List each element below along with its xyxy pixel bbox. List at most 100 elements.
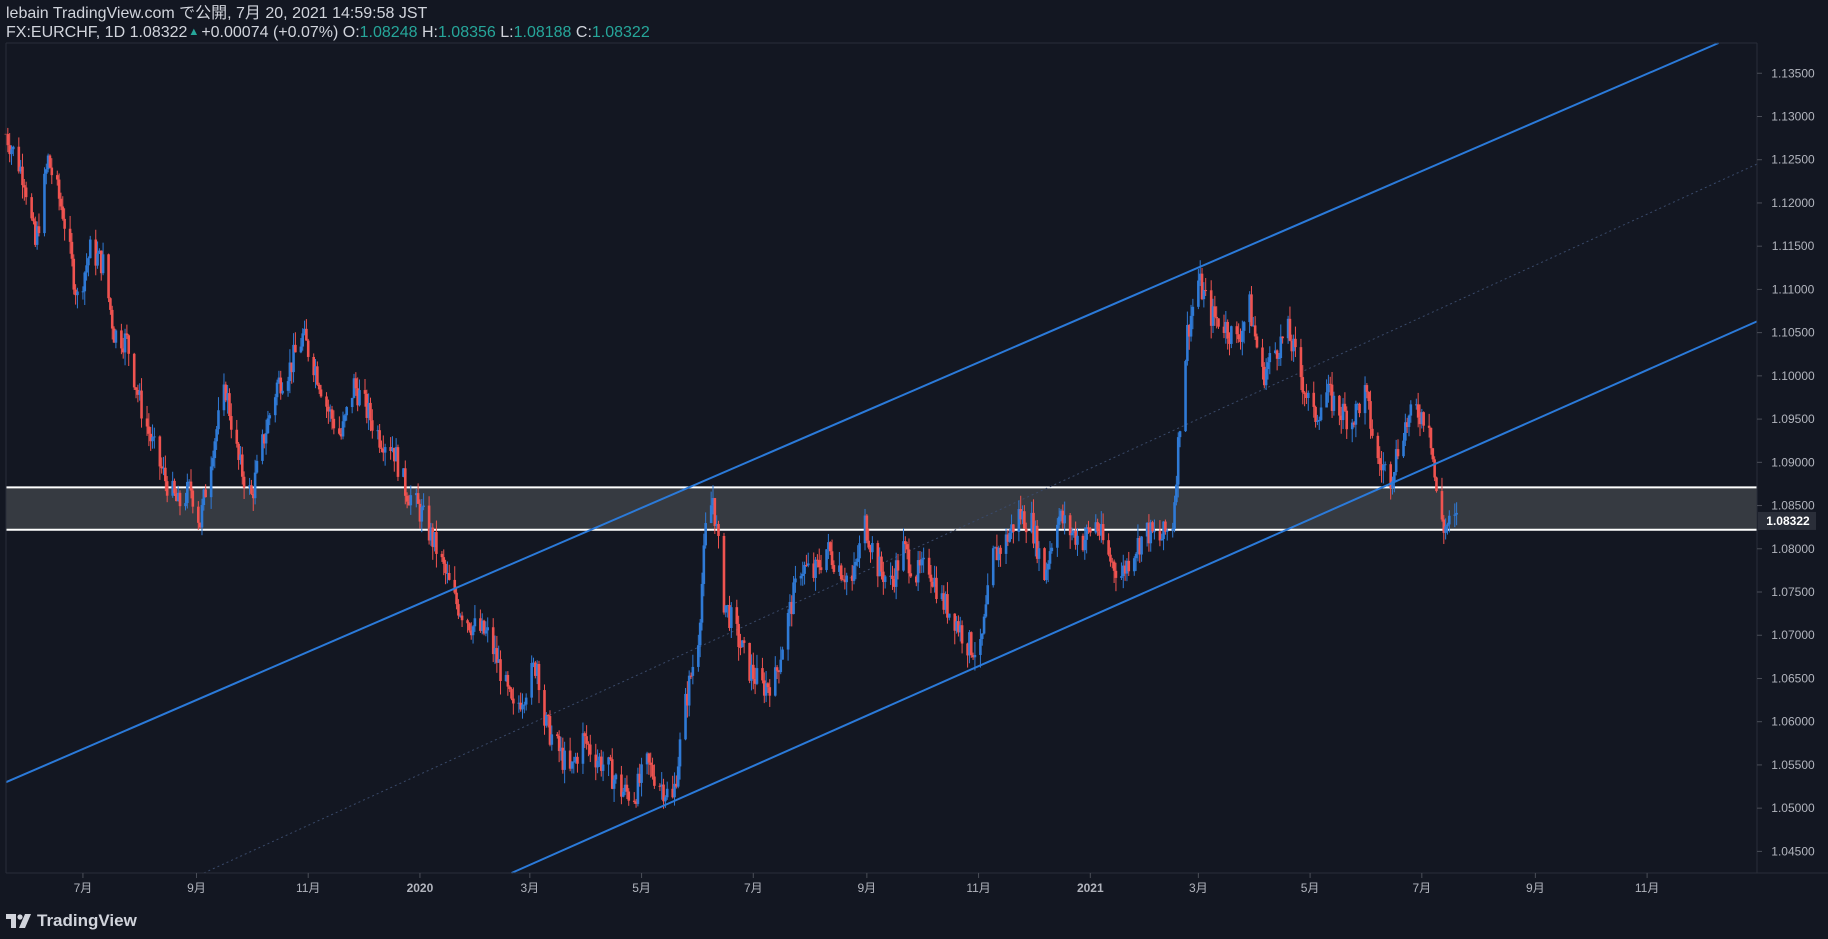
up-triangle-icon: ▲ bbox=[188, 26, 200, 38]
candle-body bbox=[171, 480, 174, 496]
candle-body bbox=[1094, 522, 1098, 533]
candle-body bbox=[356, 388, 359, 406]
candle-body bbox=[468, 623, 471, 631]
candle-body bbox=[1186, 324, 1189, 362]
candle-body bbox=[1343, 403, 1347, 411]
candle-body bbox=[779, 659, 783, 673]
candle-body bbox=[458, 615, 462, 617]
candle-body bbox=[497, 659, 500, 663]
support-zone[interactable] bbox=[6, 486, 1757, 531]
candle-body bbox=[869, 547, 872, 553]
candle-body bbox=[1112, 561, 1116, 571]
candle-body bbox=[1389, 464, 1392, 489]
candle-body bbox=[799, 575, 803, 579]
candle-body bbox=[1134, 553, 1138, 559]
candle-body bbox=[1019, 509, 1023, 520]
candle-body bbox=[134, 387, 138, 390]
candle-body bbox=[453, 579, 457, 593]
candle-body bbox=[563, 750, 566, 770]
candle-body bbox=[107, 254, 110, 299]
time-axis[interactable]: 7月 9月 11月 2020 3月 5月 7月 9月 11月 2021 3月 5月 7月 9月 11月 bbox=[74, 873, 1660, 895]
candle-body bbox=[907, 549, 911, 574]
last-price-marker: 1.08322 bbox=[1758, 511, 1816, 530]
candle-body bbox=[1255, 336, 1259, 348]
price-tick-label: 1.09000 bbox=[1771, 455, 1815, 469]
candle-body bbox=[392, 447, 396, 462]
candle-body bbox=[292, 344, 295, 373]
candle-body bbox=[982, 616, 986, 634]
candle-body bbox=[1305, 394, 1308, 399]
candle-body bbox=[1382, 464, 1385, 471]
candle-body bbox=[1253, 325, 1257, 337]
candle-body bbox=[534, 662, 537, 676]
candle-body bbox=[751, 664, 755, 679]
candle-body bbox=[1074, 530, 1077, 545]
candle-body bbox=[942, 593, 946, 610]
candle-body bbox=[634, 801, 638, 804]
candle-body bbox=[896, 560, 900, 571]
candle-body bbox=[675, 783, 678, 787]
candle-body bbox=[788, 601, 792, 614]
tradingview-brand[interactable]: TradingView bbox=[6, 911, 137, 931]
price-tick-label: 1.12000 bbox=[1771, 196, 1815, 210]
candle-body bbox=[431, 527, 435, 548]
candle-body bbox=[43, 173, 46, 234]
candle-body bbox=[1299, 347, 1303, 378]
trend-channel[interactable] bbox=[5, 42, 1758, 874]
candle-body bbox=[532, 662, 535, 664]
candle-body bbox=[403, 468, 407, 496]
candle-body bbox=[623, 784, 627, 792]
last-price-label: 1.08322 bbox=[1766, 514, 1810, 528]
open-label: O: bbox=[342, 24, 360, 41]
candle-body bbox=[816, 559, 819, 561]
candle-body bbox=[1416, 404, 1420, 418]
candle-body bbox=[1261, 347, 1264, 367]
candle-body bbox=[277, 377, 281, 383]
candle-body bbox=[101, 254, 105, 274]
candle-body bbox=[1427, 425, 1431, 428]
candle-body bbox=[1266, 362, 1270, 370]
candle-body bbox=[728, 605, 731, 629]
candle-body bbox=[175, 493, 178, 502]
candle-body bbox=[792, 582, 795, 615]
candle-body bbox=[1121, 565, 1125, 577]
candle-body bbox=[140, 390, 143, 419]
candle-body bbox=[376, 430, 380, 432]
candle-body bbox=[57, 179, 61, 199]
candle-body bbox=[394, 447, 398, 462]
candle-body bbox=[1032, 512, 1035, 544]
candle-body bbox=[995, 547, 999, 561]
candle-body bbox=[737, 623, 740, 648]
candle-body bbox=[173, 480, 176, 494]
candle-body bbox=[867, 540, 870, 548]
candle-body bbox=[762, 680, 766, 696]
tradingview-logo-icon bbox=[6, 914, 31, 928]
candle-body bbox=[76, 291, 79, 296]
candle-body bbox=[123, 333, 127, 353]
candle-body bbox=[391, 447, 394, 451]
candle-body bbox=[1165, 530, 1169, 532]
candle-body bbox=[1327, 383, 1330, 393]
candle-body bbox=[1407, 415, 1411, 427]
price-axis[interactable]: 1.13500 1.13000 1.12500 1.12000 1.11500 1.110… bbox=[1757, 66, 1815, 858]
price-tick-label: 1.05000 bbox=[1771, 801, 1815, 815]
candle-body bbox=[10, 149, 13, 155]
candle-body bbox=[1059, 510, 1063, 517]
symbol-label[interactable]: FX:EURCHF, 1D bbox=[6, 24, 126, 41]
candle-body bbox=[1447, 515, 1451, 525]
candle-body bbox=[1224, 321, 1228, 333]
candle-body bbox=[1376, 435, 1380, 459]
candle-body bbox=[1350, 422, 1354, 430]
candle-body bbox=[1048, 551, 1052, 564]
candle-body bbox=[1319, 407, 1323, 420]
candle-body bbox=[294, 344, 297, 353]
candle-body bbox=[1187, 324, 1191, 337]
time-tick-label: 7月 bbox=[74, 881, 93, 895]
candle-body bbox=[947, 613, 951, 618]
candle-body bbox=[138, 390, 142, 395]
candle-body bbox=[262, 434, 266, 444]
candle-body bbox=[427, 505, 431, 541]
candle-body bbox=[588, 744, 592, 755]
candle-body bbox=[1147, 522, 1151, 544]
